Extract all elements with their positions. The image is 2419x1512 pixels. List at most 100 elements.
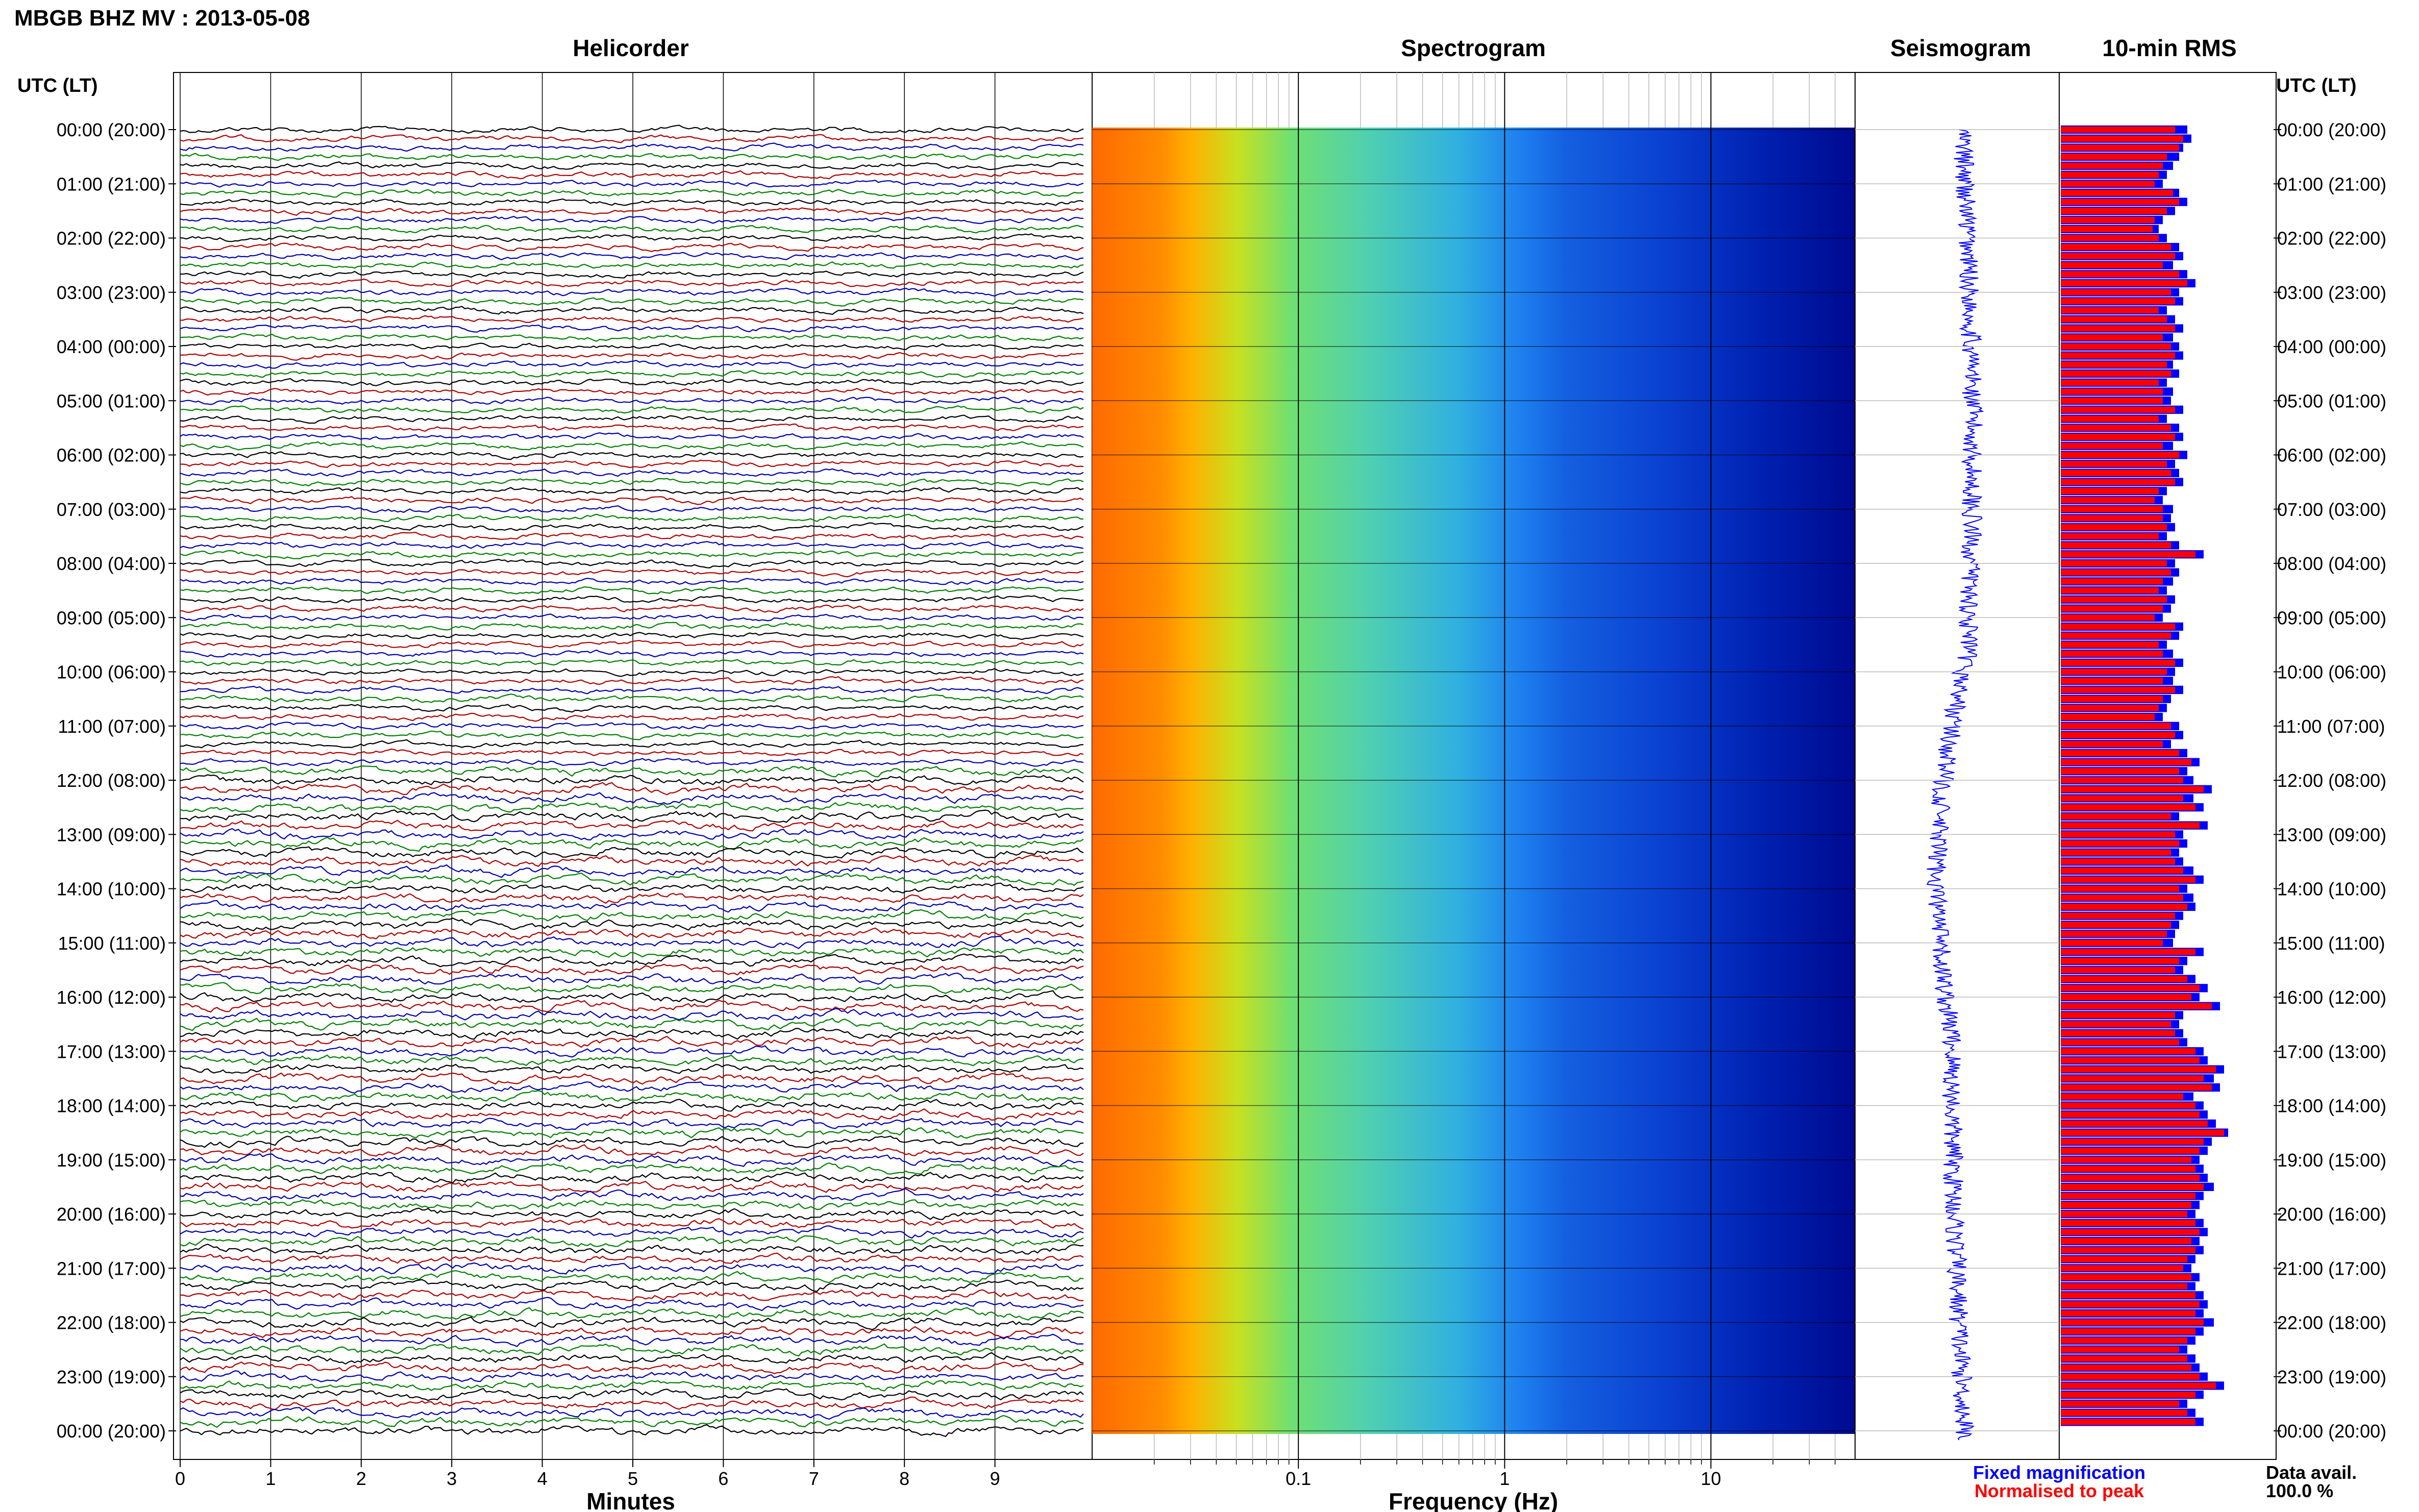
helicorder-trace-row [180,568,1084,578]
spectrogram-xlabel: Frequency (Hz) [1389,1488,1558,1512]
rms-bar-normalised [2061,425,2171,431]
helicorder-x-tick-label: 5 [628,1468,638,1489]
rms-bar-normalised [2061,632,2171,639]
rms-bar-normalised [2061,1346,2179,1353]
helicorder-trace-row [180,414,1084,424]
utc-label-left: UTC (LT) [17,75,98,96]
time-tick-label-left: 18:00 (14:00) [57,1096,166,1117]
time-tick-label-right: 09:00 (05:00) [2277,607,2386,628]
helicorder-trace-row [180,1352,1084,1365]
time-tick-label-left: 13:00 (09:00) [57,824,166,845]
time-tick-label-left: 04:00 (00:00) [57,336,166,357]
helicorder-grid [180,72,996,1459]
helicorder-trace-row [180,801,1084,813]
helicorder-trace-row [180,287,1084,297]
helicorder-trace-row [180,632,1084,640]
seismogram-title: Seismogram [1890,35,2031,61]
rms-bar-normalised [2061,922,2171,928]
rms-bar-normalised [2061,479,2175,485]
rms-bar-normalised [2061,216,2155,224]
helicorder-trace-row [180,854,1084,867]
helicorder-trace-row [180,278,1084,288]
time-tick-label-left: 16:00 (12:00) [57,987,166,1008]
rms-bar-normalised [2061,135,2183,142]
rms-bar-normalised [2061,1048,2195,1055]
rms-bar-normalised [2061,1147,2200,1154]
helicorder-trace-row [180,828,1084,841]
helicorder-traces [180,125,1084,1437]
legend-normalised-to-peak: Normalised to peak [1974,1480,2144,1501]
spectrogram-x-tick-label: 1 [1499,1468,1510,1489]
helicorder-trace-row [180,982,1084,995]
time-tick-label-right: 03:00 (23:00) [2277,282,2386,303]
rms-bar-normalised [2061,244,2171,251]
time-tick-label-right: 10:00 (06:00) [2277,662,2386,683]
helicorder-trace-row [180,550,1084,560]
helicorder-trace-row [180,513,1084,523]
rms-bar-normalised [2061,1301,2200,1308]
helicorder-trace-row [180,306,1084,315]
rms-bar-normalised [2061,1084,2212,1091]
rms-bar-normalised [2061,641,2159,648]
rms-bar-normalised [2061,1382,2216,1389]
rms-title: 10-min RMS [2102,35,2236,61]
helicorder-trace-row [180,882,1084,894]
rms-bar-normalised [2061,153,2167,160]
helicorder-trace-row [180,559,1084,568]
rms-bar-normalised [2061,271,2179,278]
rms-bar-normalised [2061,876,2195,883]
rms-bar-normalised [2061,1256,2187,1262]
rms-bar-normalised [2061,1030,2175,1036]
time-tick-label-right: 23:00 (19:00) [2277,1367,2386,1387]
seismogram-trace [1927,129,1984,1441]
helicorder-trace-row [180,1162,1084,1175]
time-tick-label-left: 03:00 (23:00) [57,282,166,303]
rms-bar-normalised [2061,189,2173,196]
helicorder-trace-row [180,1127,1084,1139]
rms-bar-normalised [2061,1193,2195,1199]
helicorder-trace-row [180,1326,1084,1339]
time-tick-label-right: 14:00 (10:00) [2277,879,2386,900]
rms-bar-normalised [2061,379,2159,386]
helicorder-trace-row [180,1262,1084,1275]
time-tick-label-left: 09:00 (05:00) [57,607,166,628]
rms-bar-normalised [2061,1210,2187,1218]
rms-bar-normalised [2061,804,2195,811]
rms-bar-normalised [2061,1120,2208,1127]
helicorder-trace-row [180,1380,1084,1392]
rms-bar-normalised [2061,488,2159,494]
helicorder-trace-row [180,125,1084,134]
helicorder-trace-row [180,134,1084,143]
helicorder-trace-row [180,953,1084,968]
helicorder-trace-row [180,1270,1084,1283]
helicorder-trace-row [180,459,1084,468]
rms-bar-normalised [2061,1292,2195,1299]
spectrogram-image [1092,128,1855,1434]
time-tick-label-left: 14:00 (10:00) [57,879,166,900]
data-avail-value: 100.0 % [2266,1480,2333,1501]
helicorder-trace-row [180,468,1084,477]
rms-bar-normalised [2061,668,2167,675]
time-tick-label-left: 00:00 (20:00) [57,119,166,140]
helicorder-trace-row [180,1108,1084,1121]
helicorder-trace-row [180,378,1084,386]
helicorder-trace-row [180,261,1084,269]
helicorder-trace-row [180,927,1084,940]
helicorder-trace-row [180,252,1084,261]
helicorder-trace-row [180,586,1084,594]
time-tick-label-left: 15:00 (11:00) [58,933,166,954]
helicorder-x-tick-label: 9 [990,1468,1000,1489]
helicorder-trace-row [180,1343,1084,1357]
time-tick-label-right: 08:00 (04:00) [2277,553,2386,574]
rms-bar-normalised [2061,524,2167,531]
rms-bar-normalised [2061,1355,2187,1362]
time-tick-label-left: 05:00 (01:00) [57,390,166,411]
rms-bar-normalised [2061,1021,2171,1028]
rms-bar-normalised [2061,1419,2195,1425]
rms-bar-normalised [2061,398,2163,404]
time-tick-label-left: 01:00 (21:00) [57,173,166,194]
rms-bar-normalised [2061,542,2171,549]
helicorder-x-tick-label: 0 [175,1468,185,1489]
helicorder-trace-row [180,1018,1084,1031]
helicorder-trace-row [180,142,1084,152]
